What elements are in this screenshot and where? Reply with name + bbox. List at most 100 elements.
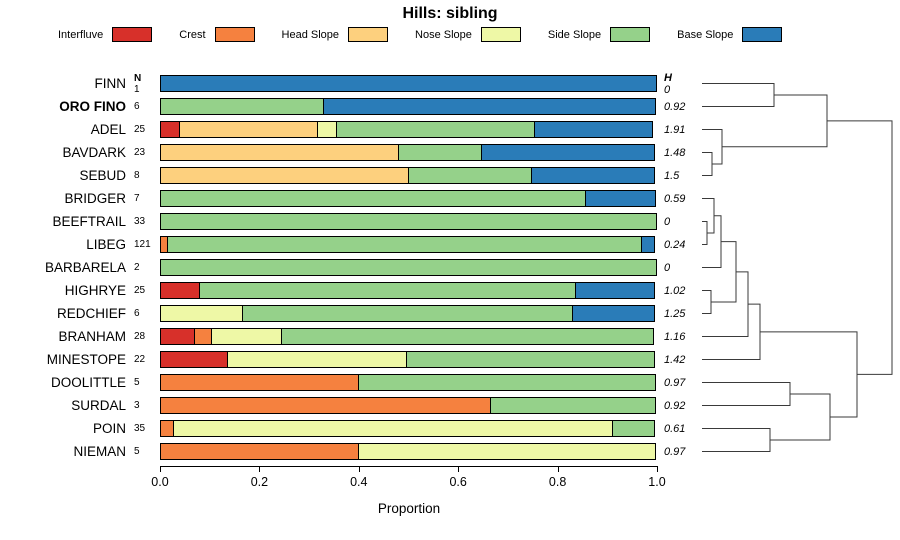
- row-label: BEEFTRAIL: [52, 214, 126, 229]
- bar-segment-interfluve: [160, 282, 200, 299]
- bar-segment-base: [481, 144, 655, 161]
- row-label: LIBEG: [86, 237, 126, 252]
- h-value: 0.24: [664, 238, 686, 251]
- h-value: 1.91: [664, 123, 686, 136]
- bar-segment-base: [533, 121, 653, 138]
- stacked-bar: [160, 167, 657, 184]
- stacked-bar: [160, 98, 657, 115]
- n-value: 25: [134, 124, 146, 135]
- row-label: HIGHRYE: [64, 283, 126, 298]
- chart-row: ADEL 25 1.91: [0, 118, 700, 141]
- chart-row: MINESTOPE 22 1.42: [0, 348, 700, 371]
- stacked-bar: [160, 75, 657, 92]
- h-value: 0.61: [664, 422, 686, 435]
- chart-row: BARBARELA 2 0: [0, 256, 700, 279]
- h-value: 1.16: [664, 330, 686, 343]
- row-label: REDCHIEF: [56, 306, 126, 321]
- cluster-dendrogram: [702, 83, 893, 452]
- row-h-index: 0: [664, 256, 698, 279]
- row-label: FINN: [94, 76, 127, 91]
- h-value: 0: [664, 83, 671, 96]
- stacked-bar: [160, 328, 657, 345]
- bar-segment-interfluve: [160, 351, 228, 368]
- row-label: MINESTOPE: [46, 352, 126, 367]
- n-value: 22: [134, 354, 146, 365]
- bar-segment-side: [490, 397, 656, 414]
- n-value: 3: [134, 400, 140, 411]
- row-n-count: 25: [134, 118, 159, 141]
- h-value: 0: [664, 261, 671, 274]
- legend-swatch-base: [742, 27, 783, 42]
- row-n-count: 33: [134, 210, 159, 233]
- legend-swatch-head: [348, 27, 389, 42]
- bar-segment-interfluve: [160, 121, 180, 138]
- legend-label: Head Slope: [281, 28, 340, 41]
- x-tick-label: 0.6: [449, 475, 467, 489]
- n-value: 6: [134, 308, 140, 319]
- n-value: 8: [134, 170, 140, 181]
- bar-segment-side: [167, 236, 643, 253]
- n-value: 1: [134, 83, 140, 95]
- h-value: 1.42: [664, 353, 686, 366]
- chart-row: POIN 35 0.61: [0, 417, 700, 440]
- n-value: 23: [134, 147, 146, 158]
- row-label: BAVDARK: [62, 145, 126, 160]
- row-h-index: 1.16: [664, 325, 698, 348]
- chart-row: ORO FINO 6 0.92: [0, 95, 700, 118]
- row-label: BRANHAM: [58, 329, 126, 344]
- stacked-bar: [160, 374, 657, 391]
- bar-segment-base: [575, 282, 655, 299]
- x-tick-label: 0.2: [250, 475, 269, 489]
- legend-label: Crest: [179, 28, 206, 41]
- bar-segment-side: [160, 213, 657, 230]
- bar-segment-side: [241, 305, 573, 322]
- legend-label: Side Slope: [547, 28, 602, 41]
- legend-label: Nose Slope: [415, 28, 472, 41]
- bar-segment-head: [160, 167, 409, 184]
- bar-segment-side: [160, 98, 324, 115]
- x-axis-line: [160, 466, 658, 467]
- n-value: 33: [134, 216, 146, 227]
- x-axis-title: Proportion: [377, 501, 441, 516]
- bar-segment-crest: [160, 397, 492, 414]
- row-label: SEBUD: [79, 168, 126, 183]
- x-tick-mark: [259, 466, 261, 472]
- n-value: 121: [134, 239, 151, 250]
- row-label: DOOLITTLE: [50, 375, 126, 390]
- x-tick-label: 1.0: [648, 475, 666, 489]
- row-n-count: 23: [134, 141, 159, 164]
- x-tick-mark: [160, 466, 161, 472]
- n-value: 2: [134, 262, 140, 273]
- legend-swatch-side: [610, 27, 651, 42]
- row-h-index: 0.61: [664, 417, 698, 440]
- legend-swatch-nose: [480, 27, 521, 42]
- bar-segment-base: [160, 75, 657, 92]
- chart-title: Hills: sibling: [402, 5, 498, 22]
- h-value: 1.48: [664, 146, 686, 159]
- row-n-count: 2: [134, 256, 159, 279]
- h-value: 1.5: [664, 169, 680, 182]
- bar-segment-interfluve: [160, 328, 196, 345]
- bar-segment-head: [160, 144, 399, 161]
- h-value: 0.97: [664, 445, 686, 458]
- x-tick-mark: [657, 466, 658, 472]
- x-tick-label: 0.4: [350, 475, 368, 489]
- row-label: NIEMAN: [73, 444, 126, 459]
- row-n-count: 3: [134, 394, 159, 417]
- bar-segment-crest: [160, 420, 175, 437]
- row-label: BRIDGER: [64, 191, 126, 206]
- row-n-count: 7: [134, 187, 159, 210]
- bar-segment-crest: [194, 328, 213, 345]
- row-label: SURDAL: [71, 398, 126, 413]
- h-value: 0: [664, 215, 671, 228]
- row-h-index: 0.24: [664, 233, 698, 256]
- h-value: 0.97: [664, 376, 686, 389]
- row-h-index: 1.91: [664, 118, 698, 141]
- stacked-bar: [160, 420, 657, 437]
- bar-segment-base: [323, 98, 656, 115]
- legend-item-base: Base Slope: [677, 27, 783, 42]
- chart-row: BRIDGER 7 0.59: [0, 187, 700, 210]
- x-tick-mark: [458, 466, 460, 472]
- row-h-index: 0.59: [664, 187, 698, 210]
